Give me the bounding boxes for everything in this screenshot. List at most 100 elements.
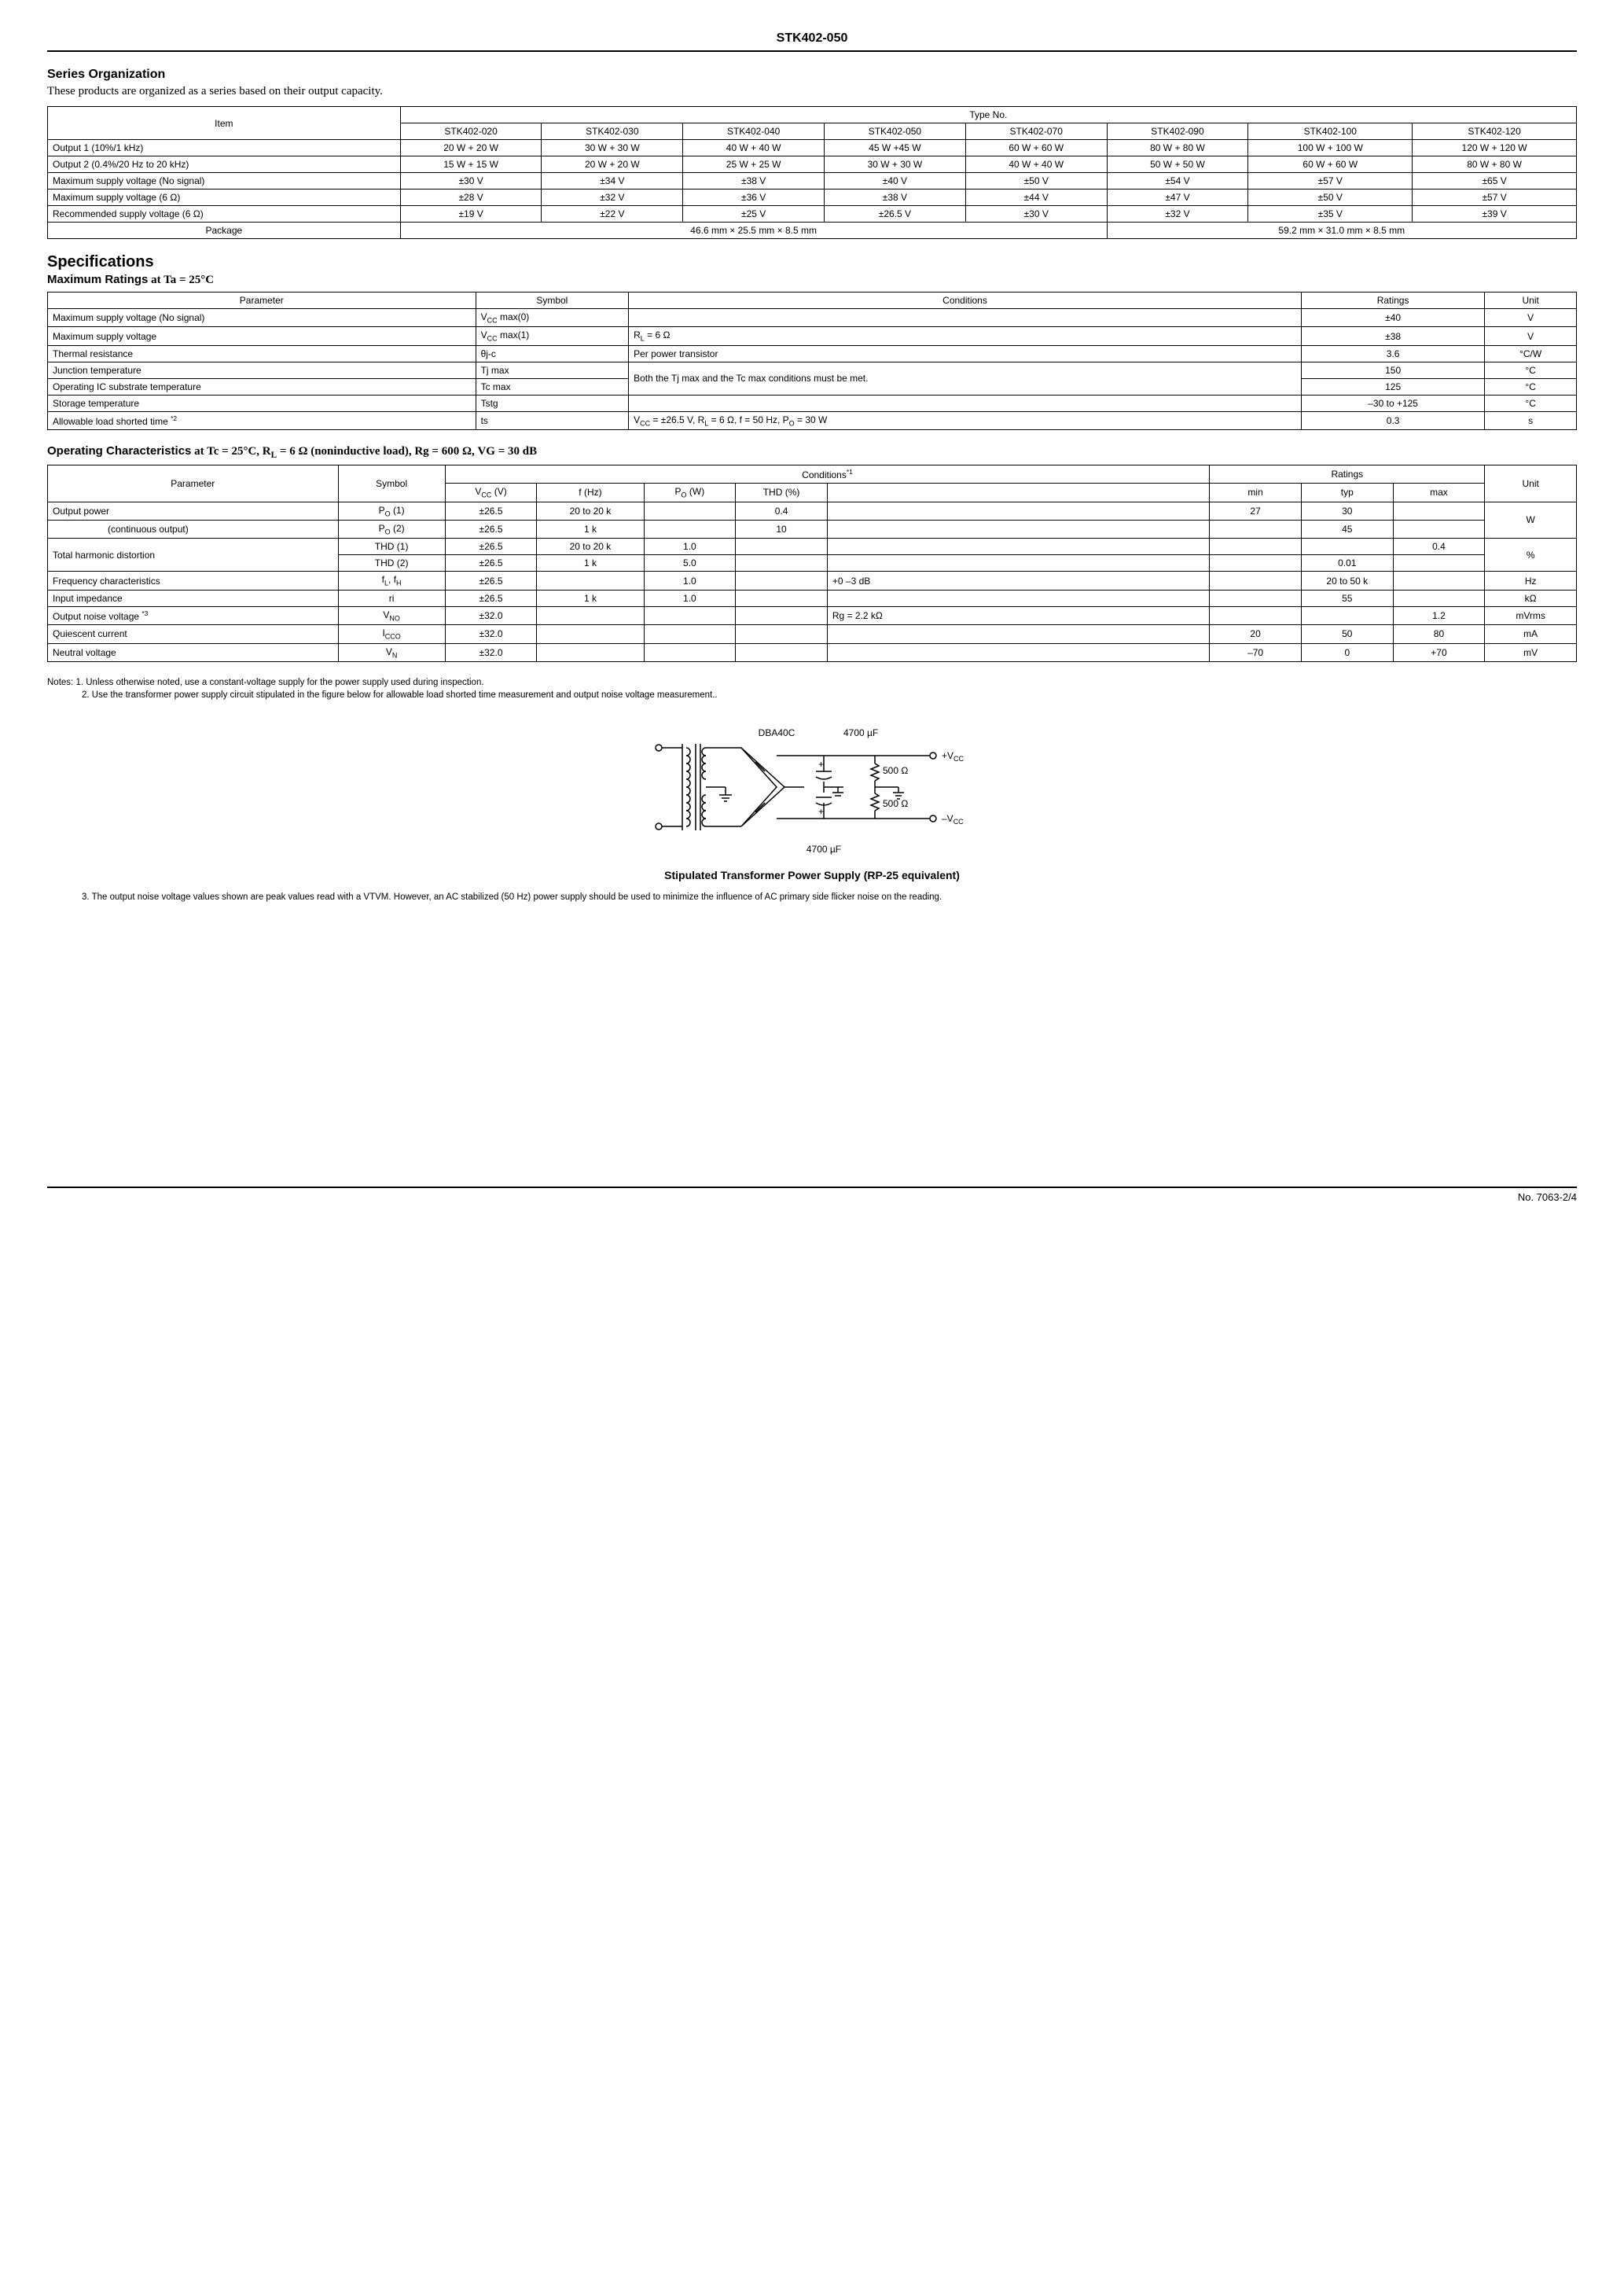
cell: 45 W +45 W (825, 140, 966, 156)
cell (1393, 590, 1485, 606)
cell: ±28 V (400, 189, 542, 206)
cell: VCC max(1) (476, 327, 629, 345)
package-label: Package (48, 223, 401, 239)
oc-vcc: VCC (V) (445, 484, 537, 502)
cell (827, 643, 1209, 661)
cell: ri (338, 590, 445, 606)
svg-text:500 Ω: 500 Ω (883, 798, 908, 809)
cell (736, 643, 828, 661)
row-label: Recommended supply voltage (6 Ω) (48, 206, 401, 223)
cell: 20 to 20 k (537, 539, 644, 555)
cell: °C/W (1485, 345, 1577, 362)
cell: ±34 V (542, 173, 683, 189)
cell: Output noise voltage *3 (48, 606, 339, 624)
cell (827, 555, 1209, 572)
cell: 60 W + 60 W (1248, 156, 1413, 173)
cell (1210, 572, 1302, 590)
cell: θj-c (476, 345, 629, 362)
cell: 1.0 (644, 590, 736, 606)
cell (736, 625, 828, 643)
svg-text:+: + (818, 806, 824, 817)
cell (736, 555, 828, 572)
series-intro: These products are organized as a series… (47, 85, 1577, 98)
cell: Both the Tj max and the Tc max condition… (629, 362, 1302, 395)
cell: ±38 (1301, 327, 1484, 345)
oc-sym: Symbol (338, 465, 445, 502)
cell (1301, 606, 1393, 624)
notes: Notes: 1. Unless otherwise noted, use a … (47, 676, 1577, 701)
oc-min: min (1210, 484, 1302, 502)
cell: 1 k (537, 590, 644, 606)
cell: 30 (1301, 502, 1393, 520)
cell: ±50 V (1248, 189, 1413, 206)
cell: 0 (1301, 643, 1393, 661)
cell (827, 625, 1209, 643)
oc-thd: THD (%) (736, 484, 828, 502)
cell (644, 643, 736, 661)
svg-text:+: + (818, 759, 824, 770)
oc-cond: Conditions*1 (445, 465, 1210, 484)
cell: °C (1485, 378, 1577, 395)
cell (1210, 539, 1302, 555)
cell: Allowable load shorted time *2 (48, 411, 476, 429)
note3: 3. The output noise voltage values shown… (47, 891, 1577, 903)
oc-fhz: f (Hz) (537, 484, 644, 502)
cell: 40 W + 40 W (965, 156, 1107, 173)
oc-max: max (1393, 484, 1485, 502)
cell (736, 590, 828, 606)
model-header: STK402-050 (825, 123, 966, 140)
cell: ±57 V (1248, 173, 1413, 189)
cell: ±26.5 (445, 572, 537, 590)
cell (736, 572, 828, 590)
cell: ts (476, 411, 629, 429)
cell: °C (1485, 362, 1577, 378)
cell: ±32.0 (445, 606, 537, 624)
cell: ±26.5 (445, 502, 537, 520)
cell: 100 W + 100 W (1248, 140, 1413, 156)
cell: 25 W + 25 W (683, 156, 825, 173)
cell: –70 (1210, 643, 1302, 661)
cell: V (1485, 327, 1577, 345)
cell: VCC = ±26.5 V, RL = 6 Ω, f = 50 Hz, PO =… (629, 411, 1302, 429)
cell: 80 (1393, 625, 1485, 643)
cell: ±30 V (400, 173, 542, 189)
cell: s (1485, 411, 1577, 429)
model-header: STK402-070 (965, 123, 1107, 140)
cell: 120 W + 120 W (1413, 140, 1577, 156)
cell: RL = 6 Ω (629, 327, 1302, 345)
cell: Frequency characteristics (48, 572, 339, 590)
cell (1210, 555, 1302, 572)
cell: Storage temperature (48, 395, 476, 411)
cell (1393, 555, 1485, 572)
cell: +70 (1393, 643, 1485, 661)
cell: Input impedance (48, 590, 339, 606)
cell: kΩ (1485, 590, 1577, 606)
op-char-table: Parameter Symbol Conditions*1 Ratings Un… (47, 465, 1577, 662)
footer: No. 7063-2/4 (47, 1187, 1577, 1203)
cell: mVrms (1485, 606, 1577, 624)
cell: Per power transistor (629, 345, 1302, 362)
cell: THD (1) (338, 539, 445, 555)
cell: 20 W + 20 W (400, 140, 542, 156)
oc-unit: Unit (1485, 465, 1577, 502)
cell: 80 W + 80 W (1107, 140, 1248, 156)
cell: °C (1485, 395, 1577, 411)
cell (537, 625, 644, 643)
oc-typ: typ (1301, 484, 1393, 502)
cell: ICCO (338, 625, 445, 643)
cell (736, 606, 828, 624)
cell (827, 590, 1209, 606)
cell: VN (338, 643, 445, 661)
cell: THD (2) (338, 555, 445, 572)
oc-blank (827, 484, 1209, 502)
cell: ±65 V (1413, 173, 1577, 189)
op-char-heading: Operating Characteristics at Tc = 25°C, … (47, 444, 1577, 460)
diagram-caption: Stipulated Transformer Power Supply (RP-… (47, 869, 1577, 881)
row-label: Output 1 (10%/1 kHz) (48, 140, 401, 156)
cell: +0 –3 dB (827, 572, 1209, 590)
col-ratings: Ratings (1301, 293, 1484, 309)
cell: Tj max (476, 362, 629, 378)
cell: 30 W + 30 W (542, 140, 683, 156)
item-header: Item (48, 107, 401, 140)
max-ratings-heading: Maximum Ratings at Ta = 25°C (47, 273, 1577, 287)
